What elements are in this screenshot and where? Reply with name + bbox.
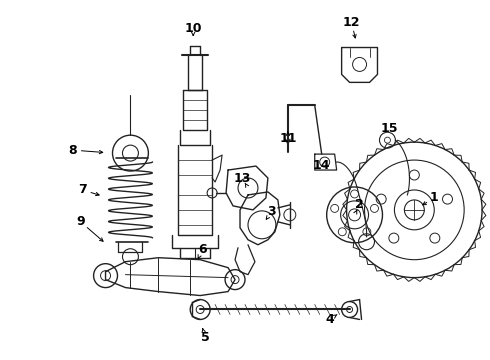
Text: 6: 6 xyxy=(198,243,206,256)
Text: 14: 14 xyxy=(313,158,330,172)
Text: 3: 3 xyxy=(268,205,276,219)
Text: 13: 13 xyxy=(233,171,251,185)
Text: 8: 8 xyxy=(68,144,77,157)
Text: 10: 10 xyxy=(184,22,202,35)
Text: 15: 15 xyxy=(381,122,398,135)
Text: 4: 4 xyxy=(325,313,334,326)
Text: 7: 7 xyxy=(78,184,87,197)
Text: 12: 12 xyxy=(343,16,360,29)
Text: 1: 1 xyxy=(430,192,439,204)
Text: 11: 11 xyxy=(279,132,296,145)
Text: 9: 9 xyxy=(76,215,85,228)
Text: 5: 5 xyxy=(201,331,210,344)
Text: 2: 2 xyxy=(355,198,364,211)
